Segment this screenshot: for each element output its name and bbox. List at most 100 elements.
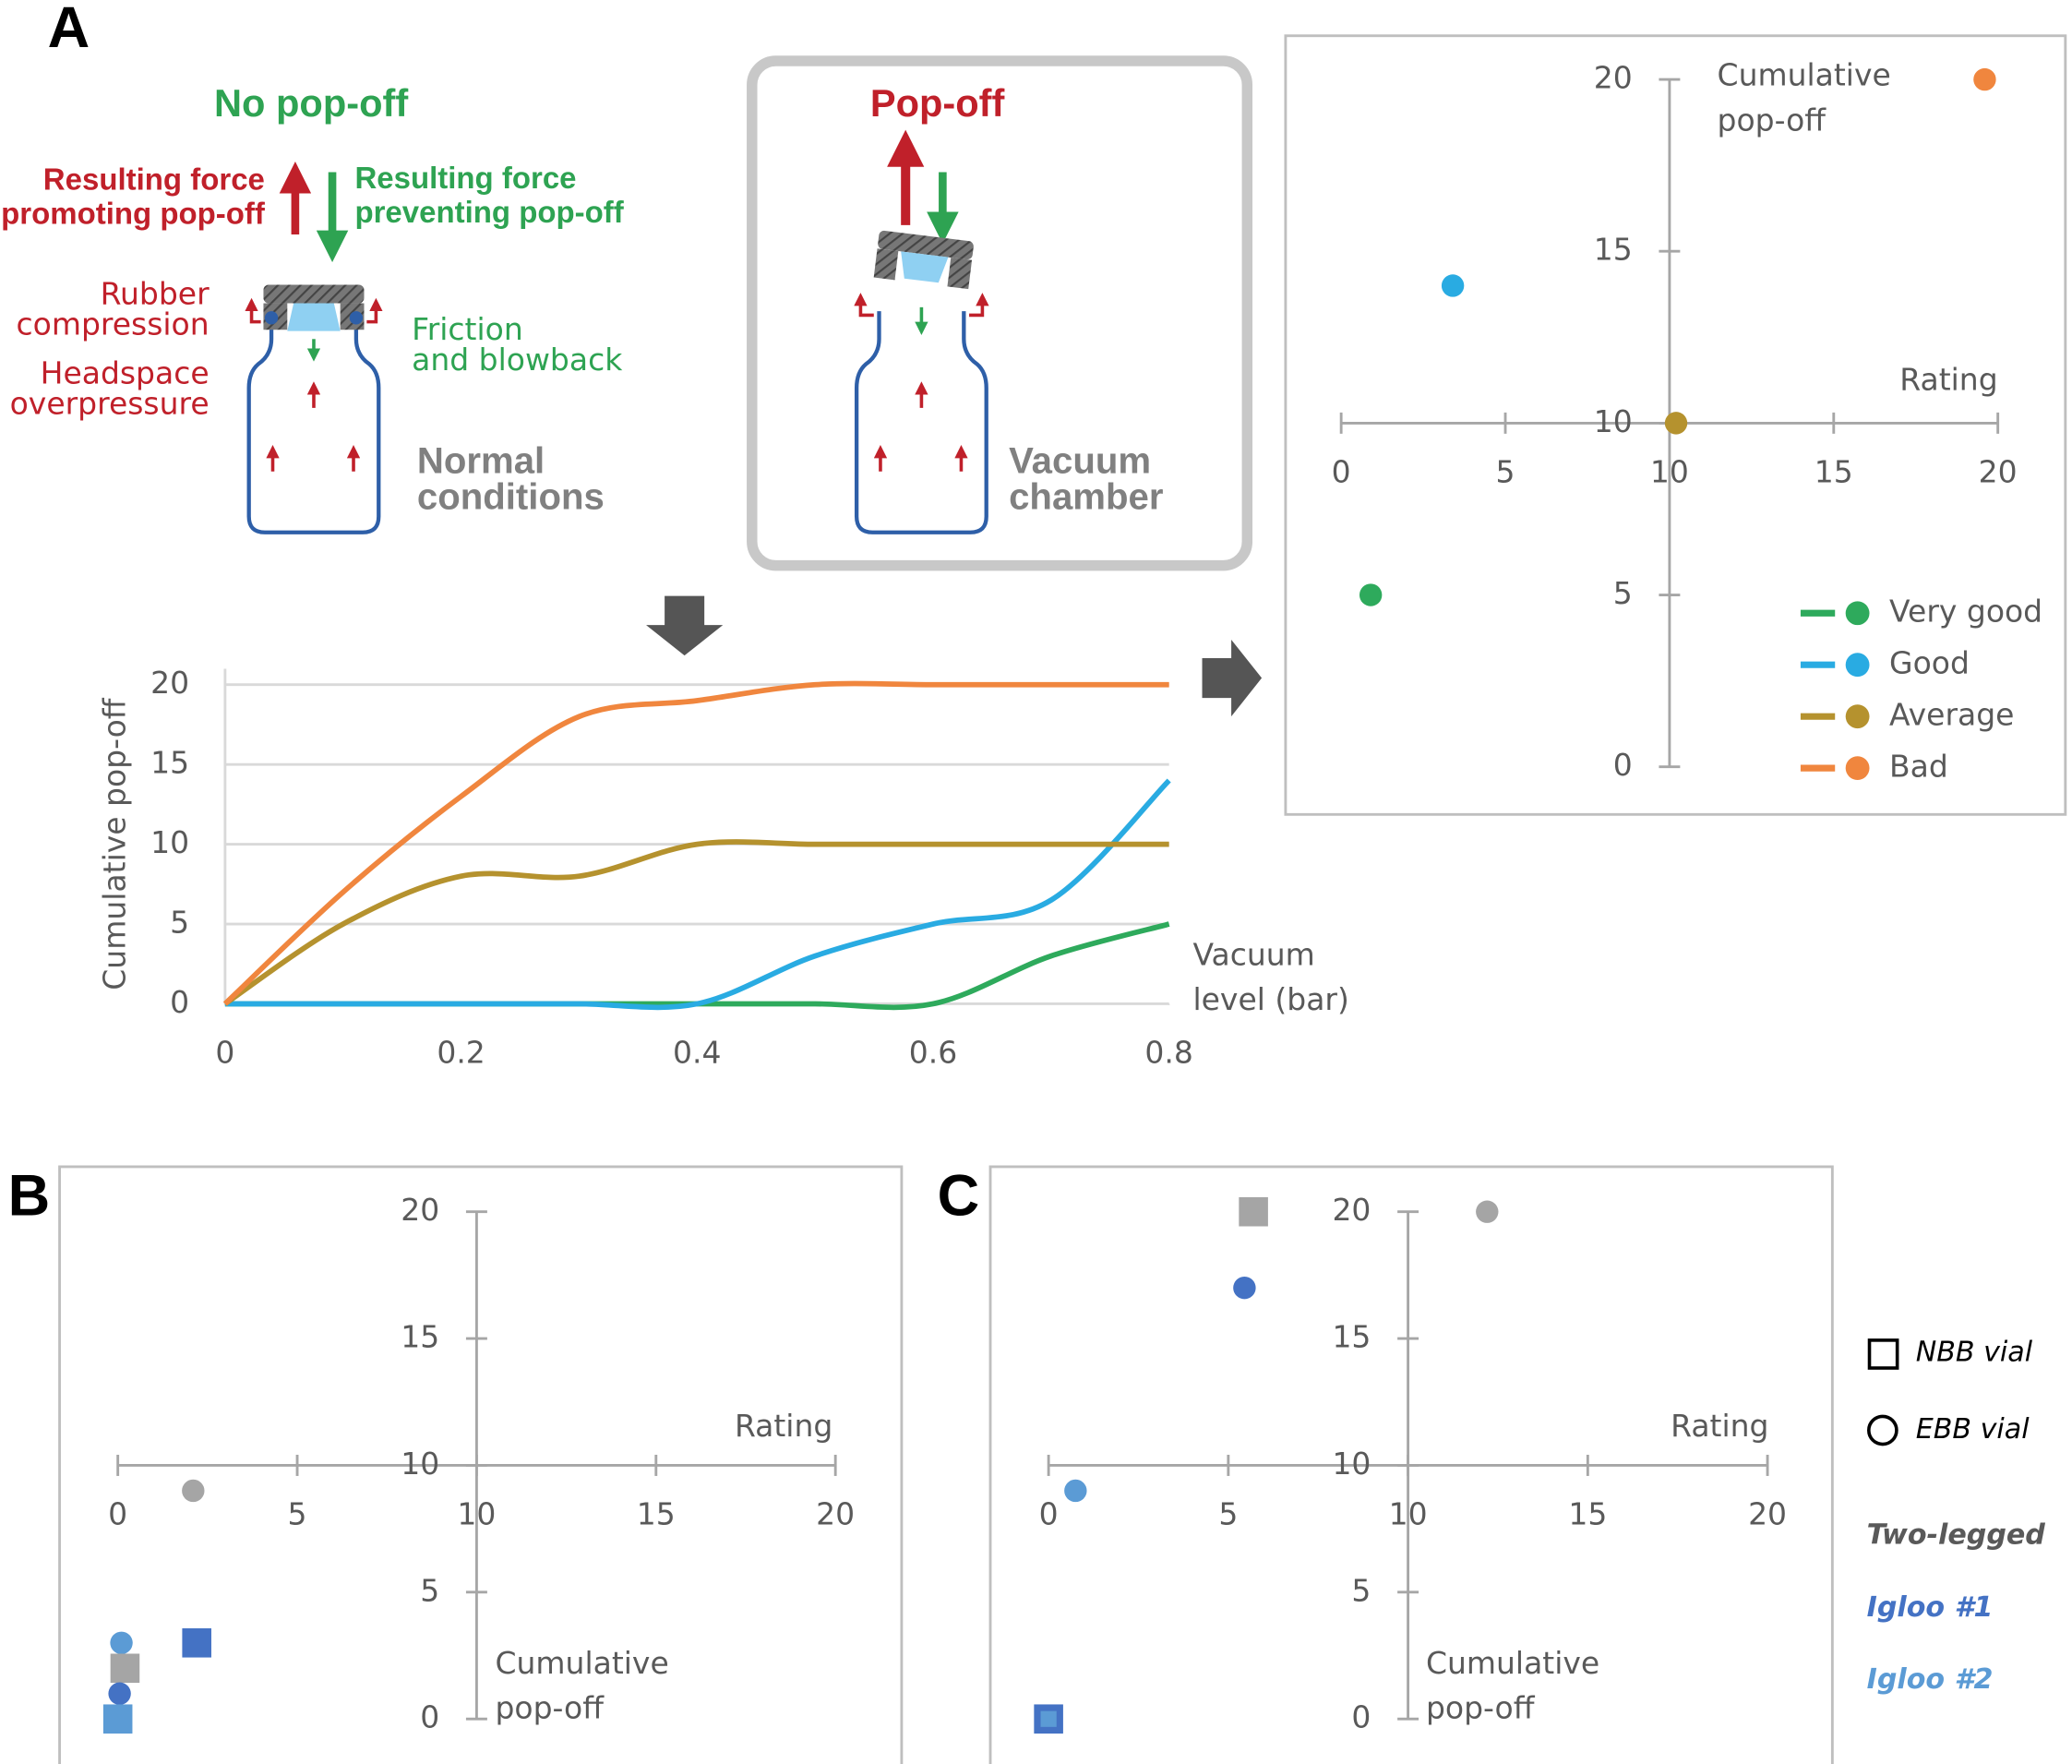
- legend-label: Bad: [1889, 749, 1948, 785]
- panel-label: C: [938, 1163, 980, 1228]
- cap: [878, 230, 974, 260]
- x-tick-label: 15: [1814, 453, 1853, 489]
- x-tick-label: 20: [1979, 453, 2018, 489]
- diagram-label: and blowback: [412, 342, 622, 378]
- chart-frame: [988, 1165, 1834, 1764]
- cap: [873, 248, 899, 281]
- chart-frame: [1284, 34, 2067, 816]
- y-axis-label: Cumulative: [1426, 1645, 1599, 1681]
- x-axis-label: Rating: [1671, 1408, 1768, 1444]
- x-tick-label: 0.2: [437, 1035, 485, 1071]
- point: [110, 1653, 140, 1684]
- y-tick-label: 20: [1594, 60, 1633, 96]
- x-tick-label: 15: [1568, 1495, 1607, 1531]
- y-axis-label: pop-off: [496, 1690, 605, 1726]
- y-tick-label: 15: [1332, 1319, 1371, 1355]
- legend-swatch: [1845, 653, 1870, 678]
- line-series: [224, 921, 1170, 1011]
- vial: [854, 311, 988, 534]
- y-tick-label: 10: [401, 1446, 439, 1482]
- arrow: [245, 297, 261, 324]
- arrow: [366, 297, 383, 324]
- point: [1040, 1710, 1057, 1727]
- y-tick-label: 0: [1351, 1699, 1371, 1735]
- legend-label: Average: [1889, 697, 2014, 733]
- point: [110, 1631, 133, 1654]
- diagram-label: conditions: [417, 475, 605, 517]
- line-series: [224, 778, 1171, 1011]
- x-tick-label: 0.8: [1144, 1035, 1192, 1071]
- diagram-label: compression: [17, 306, 210, 342]
- legend-swatch: [1845, 601, 1870, 626]
- legend-swatch: [1845, 756, 1870, 781]
- diagram-label: Resulting force: [43, 162, 265, 196]
- x-tick-label: 0: [108, 1495, 127, 1531]
- point: [1664, 412, 1688, 435]
- y-tick-label: 10: [1332, 1446, 1371, 1482]
- diagram-label: promoting pop-off: [1, 197, 266, 231]
- diagram-label: Vacuum: [1009, 440, 1151, 482]
- y-tick-label: 10: [150, 824, 189, 860]
- legend-label: Two-legged: [1867, 1519, 2046, 1552]
- y-tick-label: 5: [170, 905, 189, 941]
- point: [1973, 67, 1996, 91]
- arrow: [969, 293, 989, 318]
- diagram-label: Friction: [412, 311, 523, 347]
- cap: [263, 284, 365, 304]
- legend-swatch: [1867, 1338, 1899, 1370]
- x-axis-label: level (bar): [1192, 981, 1348, 1017]
- y-axis-label: Cumulative pop-off: [97, 697, 133, 990]
- x-tick-label: 15: [637, 1495, 676, 1531]
- point: [1476, 1200, 1499, 1223]
- x-tick-label: 20: [1748, 1495, 1787, 1531]
- y-tick-label: 15: [1594, 232, 1633, 268]
- legend-swatch: [1845, 704, 1870, 729]
- x-tick-label: 0.4: [673, 1035, 721, 1071]
- x-tick-label: 10: [457, 1495, 496, 1531]
- line-series: [223, 839, 1169, 1006]
- x-tick-label: 10: [1650, 453, 1689, 489]
- panel-label: A: [48, 0, 90, 60]
- x-axis-label: Vacuum: [1192, 936, 1314, 972]
- diagram-label: Normal: [417, 440, 545, 482]
- stopper: [901, 251, 949, 283]
- dot: [264, 311, 279, 325]
- line-series: [222, 680, 1169, 1006]
- legend-label: Very good: [1889, 594, 2042, 630]
- x-tick-label: 0.6: [909, 1035, 957, 1071]
- legend-label: NBB vial: [1916, 1337, 2033, 1369]
- stopper: [287, 302, 341, 331]
- diagram-label: chamber: [1009, 475, 1164, 517]
- chart-frame: [58, 1165, 904, 1764]
- legend-label: Igloo #1: [1867, 1591, 1994, 1624]
- y-axis-label: Cumulative: [1718, 57, 1891, 93]
- y-axis-label: Cumulative: [496, 1645, 669, 1681]
- y-tick-label: 5: [420, 1572, 439, 1608]
- diagram-label: Headspace: [41, 355, 210, 391]
- x-tick-label: 0: [1039, 1495, 1059, 1531]
- point: [1064, 1479, 1087, 1503]
- diagram-vacuum: Pop-off Vacuum chamber: [747, 55, 1253, 571]
- y-tick-label: 0: [420, 1699, 439, 1735]
- y-tick-label: 0: [1613, 747, 1633, 783]
- legend-swatch: [1867, 1414, 1898, 1446]
- y-tick-label: 20: [401, 1192, 439, 1228]
- x-tick-label: 10: [1389, 1495, 1428, 1531]
- diagram-label: Resulting force: [354, 161, 576, 195]
- legend-label: Igloo #2: [1867, 1663, 1994, 1696]
- point: [182, 1479, 205, 1503]
- point: [1359, 583, 1383, 606]
- point: [1441, 274, 1465, 297]
- x-tick-label: 5: [1218, 1495, 1238, 1531]
- y-tick-label: 10: [1594, 403, 1633, 439]
- y-tick-label: 20: [150, 665, 189, 701]
- diagram-label: Rubber: [101, 275, 210, 311]
- y-tick-label: 5: [1613, 575, 1633, 611]
- diagram-title: No pop-off: [214, 81, 408, 125]
- diagram-title: Pop-off: [870, 81, 1005, 125]
- legend-label: EBB vial: [1916, 1413, 2030, 1446]
- x-tick-label: 0: [215, 1035, 234, 1071]
- y-tick-label: 15: [401, 1319, 439, 1355]
- x-tick-label: 5: [1496, 453, 1515, 489]
